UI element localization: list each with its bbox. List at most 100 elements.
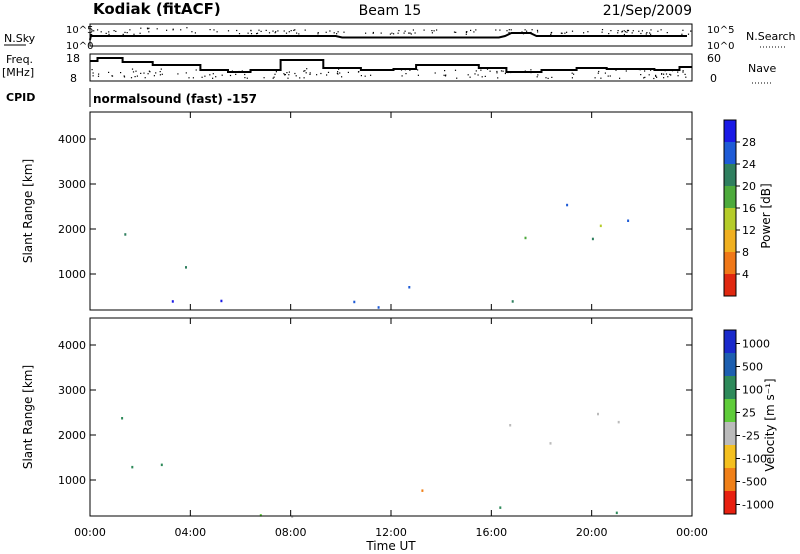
heatmap-cell (566, 203, 569, 207)
freq-trace (90, 57, 692, 80)
colorbar-segment (724, 376, 736, 399)
noise-sample (139, 32, 141, 34)
noise-sample (93, 30, 95, 32)
nave-sample (159, 74, 161, 76)
noise-sample (268, 32, 271, 34)
nave-sample (469, 76, 471, 78)
nave-sample (682, 70, 684, 72)
noise-sample (404, 30, 406, 32)
nave-sample (303, 70, 305, 72)
heatmap-cell (408, 286, 411, 289)
power-panel-frame (89, 111, 693, 311)
nave-sample (237, 71, 239, 73)
power-ylabel: Slant Range [km] (21, 159, 35, 263)
nave-sample (136, 75, 138, 77)
nave-sample (274, 73, 276, 75)
colorbar-tick-label: 4 (742, 268, 749, 281)
colorbar-segment (724, 252, 736, 274)
noise-sample (641, 30, 643, 32)
nave-sample (481, 76, 483, 78)
noise-sample (97, 29, 99, 31)
nave-sample (295, 75, 297, 77)
noise-sample (126, 32, 128, 34)
noise-sample (649, 32, 651, 34)
noise-sample (657, 30, 659, 32)
nave-sample (123, 76, 126, 78)
nave-sample (484, 75, 486, 77)
nave-sample (500, 70, 503, 72)
nave-sample (551, 76, 553, 78)
nave-sample (140, 72, 142, 74)
colorbar-tick-label: 100 (742, 384, 763, 397)
nave-sample (409, 69, 411, 71)
velocity-heatmap (121, 412, 620, 518)
noise-line (89, 32, 687, 41)
noise-sample (531, 29, 533, 31)
noise-sample (455, 31, 457, 33)
noise-sample (682, 29, 684, 31)
nave-sample (644, 76, 646, 78)
nave-sample (404, 69, 406, 71)
nave-sample (111, 75, 114, 77)
colorbar-segment (724, 142, 736, 164)
nave-sample (524, 70, 526, 72)
noise-sample (129, 29, 131, 31)
colorbar-tick-label: 12 (742, 224, 756, 237)
nave-sample (326, 74, 328, 76)
colorbar-segment (724, 491, 736, 514)
noise-sample (566, 31, 568, 33)
nave-sample (231, 71, 233, 73)
nave-sample (661, 73, 663, 75)
heatmap-cell (509, 424, 512, 427)
noise-sample (148, 27, 150, 29)
nave-sample (188, 77, 190, 79)
nave-sample (347, 71, 349, 73)
noise-sample (180, 29, 182, 31)
nave-sample (339, 72, 341, 74)
nave-sample (507, 71, 509, 74)
noise-sample (638, 30, 640, 32)
nave-sample (682, 71, 684, 73)
colorbar-tick-label: -1000 (742, 499, 774, 512)
noise-sample (499, 29, 501, 31)
noise-sample (412, 29, 414, 31)
nave-sample (628, 68, 630, 70)
nave-sample (327, 71, 330, 73)
nave-sample (401, 75, 403, 77)
freq-line (90, 57, 692, 73)
freq-label-1: Freq. (6, 53, 33, 66)
nave-sample (573, 73, 575, 75)
noise-sample (690, 30, 692, 32)
noise-sample (298, 33, 300, 35)
nave-sample (192, 77, 194, 79)
noise-sample (475, 29, 477, 31)
nave-sample (120, 72, 122, 74)
nave-sample (304, 70, 306, 72)
noise-sample (283, 30, 285, 32)
nave-sample (454, 69, 457, 71)
nave-sample (337, 71, 339, 73)
colorbar-segment (724, 468, 736, 491)
heatmap-cell (377, 306, 380, 309)
nave-sample (341, 76, 343, 78)
noise-sample (410, 33, 412, 35)
nave-sample (648, 74, 650, 76)
nave-sample (475, 70, 477, 72)
noise-sample (317, 32, 319, 34)
noise-sample (522, 33, 525, 35)
noise-sample (536, 29, 539, 31)
nave-sample (287, 77, 289, 79)
x-tick-label: 00:00 (74, 526, 106, 539)
noise-sample (105, 32, 107, 34)
colorbar-segment (724, 399, 736, 422)
colorbar-tick-label: -25 (742, 430, 760, 443)
nave-sample (235, 73, 237, 75)
noise-sample (397, 32, 399, 34)
nave-sample (417, 74, 419, 76)
nave-sample (502, 70, 504, 72)
nave-sample (250, 70, 252, 72)
noise-sample (506, 30, 508, 32)
noise-sample (166, 29, 168, 31)
nave-sample (489, 70, 491, 72)
date-title: 21/Sep/2009 (603, 3, 692, 19)
